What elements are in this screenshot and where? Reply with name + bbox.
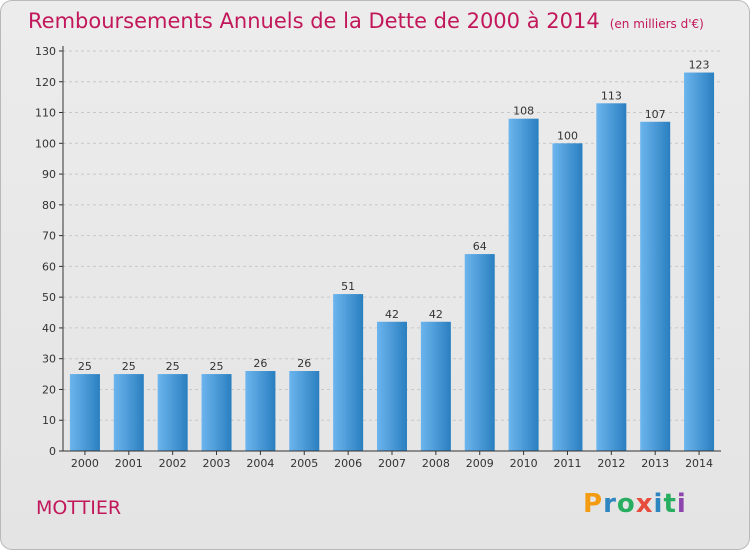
y-tick-label: 90 bbox=[42, 168, 56, 181]
bar-2012 bbox=[596, 103, 627, 452]
bar-2005 bbox=[289, 371, 320, 451]
bar-value-label: 107 bbox=[645, 108, 666, 121]
bar-2004 bbox=[245, 371, 276, 451]
x-tick-label: 2005 bbox=[290, 457, 318, 470]
logo-letter: x bbox=[635, 489, 654, 519]
bar-2011 bbox=[552, 143, 583, 452]
chart-title-unit: (en milliers d'€) bbox=[609, 17, 704, 31]
bar-value-label: 64 bbox=[473, 240, 487, 253]
bar-value-label: 25 bbox=[122, 360, 136, 373]
chart-title-main: Remboursements Annuels de la Dette de 20… bbox=[28, 9, 600, 33]
x-tick-label: 2000 bbox=[71, 457, 99, 470]
x-tick-label: 2012 bbox=[597, 457, 625, 470]
bar-value-label: 123 bbox=[689, 59, 710, 72]
bar-2003 bbox=[201, 374, 232, 451]
x-tick-label: 2008 bbox=[422, 457, 450, 470]
commune-name: MOTTIER bbox=[36, 497, 122, 519]
y-tick-label: 70 bbox=[42, 230, 56, 243]
x-tick-label: 2011 bbox=[553, 457, 581, 470]
y-tick-label: 0 bbox=[49, 445, 56, 458]
chart-title: Remboursements Annuels de la Dette de 20… bbox=[28, 9, 704, 33]
bar-2014 bbox=[684, 72, 715, 452]
bars: 25 25 25 25 26 26 51 42 42 64 108 100 113 107 123 bbox=[69, 59, 715, 452]
bar-2007 bbox=[377, 321, 407, 451]
logo-letter: t bbox=[663, 489, 677, 519]
y-tick-label: 40 bbox=[42, 322, 56, 335]
proxiti-logo: Proxiti bbox=[583, 489, 687, 519]
y-tick-label: 50 bbox=[42, 291, 56, 304]
y-tick-label: 130 bbox=[35, 45, 56, 58]
y-tick-label: 60 bbox=[42, 260, 56, 273]
bar-value-label: 25 bbox=[210, 360, 224, 373]
bar-2000 bbox=[69, 374, 100, 451]
bar-value-label: 25 bbox=[166, 360, 180, 373]
bar-value-label: 26 bbox=[297, 357, 311, 370]
y-tick-label: 20 bbox=[42, 383, 56, 396]
x-tick-label: 2010 bbox=[510, 457, 538, 470]
y-tick-label: 110 bbox=[35, 107, 56, 120]
bar-2010 bbox=[508, 118, 539, 451]
x-tick-label: 2001 bbox=[115, 457, 143, 470]
x-tick-label: 2007 bbox=[378, 457, 406, 470]
y-tick-label: 120 bbox=[35, 76, 56, 89]
bar-2009 bbox=[464, 254, 495, 451]
x-tick-label: 2013 bbox=[641, 457, 669, 470]
bar-value-label: 100 bbox=[557, 129, 578, 142]
x-tick-label: 2014 bbox=[685, 457, 713, 470]
bar-value-label: 25 bbox=[78, 360, 92, 373]
logo-letter: o bbox=[616, 489, 636, 519]
bar-2001 bbox=[113, 374, 144, 451]
y-tick-label: 30 bbox=[42, 353, 56, 366]
bar-2002 bbox=[157, 374, 188, 451]
bar-2013 bbox=[640, 121, 671, 452]
x-tick-label: 2002 bbox=[159, 457, 187, 470]
x-tick-label: 2004 bbox=[246, 457, 274, 470]
bar-value-label: 108 bbox=[513, 105, 534, 118]
x-tick-label: 2009 bbox=[466, 457, 494, 470]
y-tick-label: 80 bbox=[42, 199, 56, 212]
y-tick-label: 10 bbox=[42, 414, 56, 427]
logo-letter: i bbox=[676, 489, 687, 519]
bar-2006 bbox=[333, 294, 364, 451]
logo-letter: P bbox=[583, 489, 604, 519]
bar-value-label: 51 bbox=[341, 280, 355, 293]
x-tick-label: 2006 bbox=[334, 457, 362, 470]
bar-value-label: 113 bbox=[601, 89, 622, 102]
logo-letter: r bbox=[603, 489, 617, 519]
axes: 0 10 20 30 40 50 60 70 80 90 100 110 120 130 2000 2001 2… bbox=[35, 45, 721, 470]
bar-value-label: 26 bbox=[253, 357, 267, 370]
y-tick-label: 100 bbox=[35, 137, 56, 150]
bar-2008 bbox=[420, 321, 451, 451]
logo-letter: i bbox=[653, 489, 664, 519]
x-tick-label: 2003 bbox=[203, 457, 231, 470]
bar-value-label: 42 bbox=[429, 308, 443, 321]
bar-value-label: 42 bbox=[385, 308, 399, 321]
